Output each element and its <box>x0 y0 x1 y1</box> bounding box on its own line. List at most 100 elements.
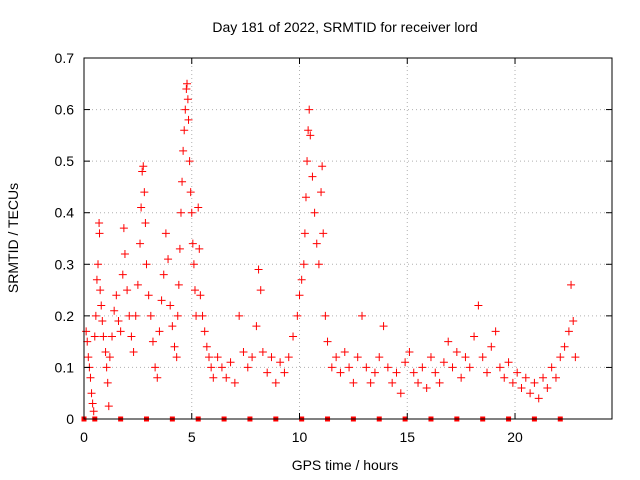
data-point <box>92 275 101 284</box>
data-point <box>86 373 95 382</box>
data-point <box>172 353 181 362</box>
y-tick-label: 0.2 <box>55 308 75 324</box>
data-point <box>204 353 213 362</box>
data-point <box>405 347 414 356</box>
data-point <box>409 368 418 377</box>
data-point <box>293 311 302 320</box>
data-point <box>98 317 107 326</box>
data-point <box>457 373 466 382</box>
data-point <box>104 402 113 411</box>
data-point <box>271 378 280 387</box>
data-point <box>209 373 218 382</box>
data-point <box>422 384 431 393</box>
data-point <box>95 229 104 238</box>
data-point <box>235 311 244 320</box>
data-point <box>112 291 121 300</box>
data-point <box>340 347 349 356</box>
chart-title: Day 181 of 2022, SRMTID for receiver lor… <box>212 19 477 35</box>
data-point <box>569 317 578 326</box>
data-point <box>91 311 100 320</box>
data-point <box>175 244 184 253</box>
data-point <box>194 203 203 212</box>
data-point <box>141 219 150 228</box>
data-point <box>166 301 175 310</box>
data-point <box>534 394 543 403</box>
data-point <box>202 342 211 351</box>
data-point <box>179 146 188 155</box>
data-point <box>439 358 448 367</box>
data-point <box>308 172 317 181</box>
data-point <box>310 208 319 217</box>
data-point <box>142 260 151 269</box>
data-point <box>317 188 326 197</box>
grid <box>84 58 612 419</box>
data-point <box>284 353 293 362</box>
data-point <box>289 332 298 341</box>
data-point <box>186 188 195 197</box>
data-point <box>161 229 170 238</box>
data-point <box>184 115 193 124</box>
data-point <box>153 373 162 382</box>
data-point <box>136 239 145 248</box>
data-point <box>280 368 289 377</box>
data-point <box>478 353 487 362</box>
data-point <box>123 286 132 295</box>
data-point <box>180 126 189 135</box>
data-point <box>521 373 530 382</box>
data-point <box>188 239 197 248</box>
data-point <box>571 353 580 362</box>
y-axis-label: SRMTID / TECUs <box>5 183 21 293</box>
y-tick-label: 0.7 <box>55 50 75 66</box>
data-point <box>189 260 198 269</box>
data-point <box>379 322 388 331</box>
data-point <box>182 84 191 93</box>
data-point <box>101 347 110 356</box>
data-point <box>187 208 196 217</box>
data-point <box>500 373 509 382</box>
data-point <box>105 353 114 362</box>
data-point <box>84 353 93 362</box>
data-point <box>353 353 362 362</box>
data-point <box>114 317 123 326</box>
data-point <box>300 229 309 238</box>
data-point <box>183 79 192 88</box>
data-point <box>258 347 267 356</box>
data-point <box>174 280 183 289</box>
data-point <box>248 353 257 362</box>
data-point <box>137 203 146 212</box>
data-point <box>299 260 308 269</box>
data-point <box>151 363 160 372</box>
data-point <box>276 358 285 367</box>
data-point <box>217 363 226 372</box>
data-point <box>116 327 125 336</box>
data-point <box>513 368 522 377</box>
x-tick-label: 0 <box>80 429 88 445</box>
data-point <box>157 296 166 305</box>
data-point <box>349 378 358 387</box>
data-point <box>146 311 155 320</box>
data-point <box>170 342 179 351</box>
data-point <box>213 353 222 362</box>
data-point <box>517 384 526 393</box>
data-point <box>547 363 556 372</box>
data-point <box>148 337 157 346</box>
data-point <box>358 311 367 320</box>
y-tick-label: 0.4 <box>55 205 75 221</box>
data-point <box>178 177 187 186</box>
data-point <box>465 363 474 372</box>
data-point <box>222 373 231 382</box>
data-point <box>375 353 384 362</box>
x-tick-label: 15 <box>399 429 415 445</box>
data-point <box>305 105 314 114</box>
data-point <box>551 373 560 382</box>
data-point <box>487 342 496 351</box>
data-point <box>444 337 453 346</box>
data-point <box>239 347 248 356</box>
data-point <box>366 378 375 387</box>
data-point <box>362 363 371 372</box>
data-point <box>252 322 261 331</box>
data-point <box>448 363 457 372</box>
data-point <box>388 378 397 387</box>
data-point <box>297 275 306 284</box>
data-point <box>83 337 92 346</box>
